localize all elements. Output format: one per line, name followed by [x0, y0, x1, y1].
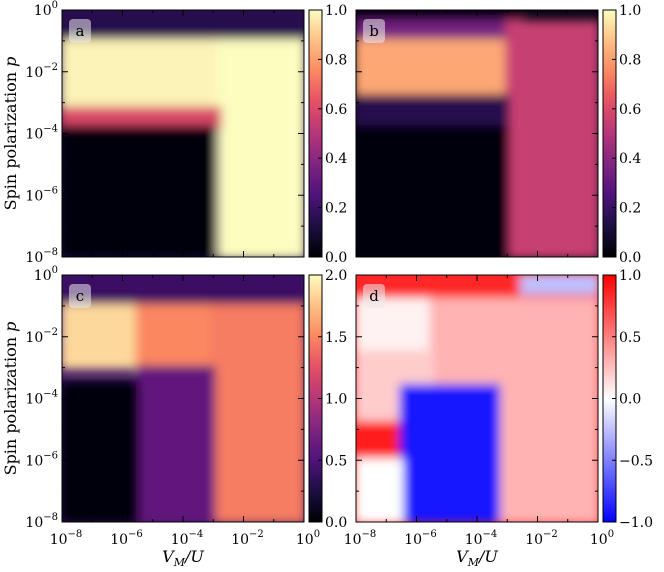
colorbar-tick-label: 1.0	[325, 392, 347, 408]
heatmap-region-2	[356, 38, 510, 99]
heatmap-region-1	[62, 38, 222, 111]
heatmap-region-4	[135, 365, 216, 522]
x-tick-label: 100	[590, 529, 614, 548]
colorbar-tick-label: 0.4	[325, 151, 347, 167]
x-tick-label: 10−8	[50, 529, 83, 548]
x-axis-label: VM/U	[456, 547, 498, 569]
y-tick-label: 10−2	[25, 327, 58, 346]
panel-c: c 100 10−2 10−4 10−6 10−810−8 10−6 10−4 10−2 100 S…	[1, 265, 347, 569]
heatmap-region-3	[211, 303, 304, 522]
y-axis-label: Spin polarization p	[1, 57, 20, 211]
y-tick-label: 10−6	[25, 450, 58, 469]
heatmap-region-5	[356, 125, 510, 257]
x-tick-label: 10−4	[465, 529, 498, 548]
colorbar-tick-label: 0.4	[619, 151, 641, 167]
x-tick-label: 10−2	[231, 529, 264, 548]
colorbar-tick-label: 0.2	[619, 201, 641, 217]
colorbar: 0.0 0.2 0.4 0.6 0.8 1.0	[602, 3, 641, 266]
colorbar-tick-label: 0.6	[325, 102, 347, 118]
panel-label-badge	[363, 19, 385, 43]
y-tick-label: 10−4	[25, 389, 58, 408]
panel-label-badge	[69, 19, 91, 43]
panel-d: d 10−8 10−6 10−4 10−2 100 VM/U 1.0 0.5 0.0 −0.5 −1.…	[344, 268, 653, 569]
colorbar-tick-label: 0.6	[619, 102, 641, 118]
colorbar-tick-label: 0.8	[325, 52, 347, 68]
colorbar-tick-label: 1.0	[619, 3, 641, 19]
colorbar-tick-label: 0.2	[325, 201, 347, 217]
panel-label: b	[369, 22, 379, 40]
heatmap-region-4	[356, 94, 510, 130]
heatmap-region-5	[62, 381, 140, 522]
y-tick-label: 10−4	[25, 124, 58, 143]
colorbar-tick-label: 0.8	[619, 52, 641, 68]
x-axis-label: VM/U	[162, 547, 204, 569]
colorbar: 0.0 0.2 0.4 0.6 0.8 1.0	[308, 3, 347, 266]
heatmap-region-1	[62, 303, 140, 370]
x-tick-label: 10−8	[344, 529, 377, 548]
x-tick-label: 10−4	[171, 529, 204, 548]
colorbar-tick-label: 1.0	[619, 268, 641, 284]
panel-a: a 100 10−2 10−4 10−6 10−8 Spin polarization p 0…	[1, 0, 347, 266]
y-tick-label: 100	[34, 0, 58, 19]
x-tick-label: 10−6	[110, 529, 143, 548]
heatmap-region-1	[356, 20, 525, 43]
y-tick-label: 10−2	[25, 62, 58, 81]
panel-label: a	[76, 22, 85, 40]
colorbar-gradient	[602, 9, 617, 258]
colorbar: 1.0 0.5 0.0 −0.5 −1.0	[602, 268, 653, 531]
heatmap-region-3	[505, 20, 598, 257]
heatmap-region-3	[62, 106, 222, 130]
heatmap-region-1	[520, 275, 598, 296]
panel-label: d	[369, 287, 379, 305]
y-tick-label: 10−6	[25, 185, 58, 204]
colorbar-tick-label: 2.0	[325, 268, 347, 284]
y-tick-label: 10−8	[25, 512, 58, 531]
colorbar-tick-label: 0.0	[325, 250, 347, 266]
y-tick-label: 100	[34, 265, 58, 284]
heatmap-region-7	[356, 458, 404, 522]
colorbar-tick-label: 0.0	[325, 515, 347, 531]
colorbar-tick-label: −1.0	[619, 515, 653, 531]
colorbar-tick-label: 1.0	[325, 3, 347, 19]
colorbar-tick-label: 0.0	[619, 392, 641, 408]
colorbar-tick-label: 0.5	[325, 453, 347, 469]
x-tick-label: 100	[296, 529, 320, 548]
heatmap-region-2	[217, 38, 304, 257]
panel-label-badge	[363, 284, 385, 308]
colorbar: 0.0 0.5 1.0 1.5 2.0	[308, 268, 347, 531]
x-tick-label: 10−6	[404, 529, 437, 548]
panel-label: c	[76, 287, 84, 305]
heatmap-region-2	[135, 303, 216, 370]
heatmap-region-4	[62, 125, 216, 257]
x-tick-label: 10−2	[525, 529, 558, 548]
colorbar-tick-label: 1.5	[325, 330, 347, 346]
colorbar-tick-label: −0.5	[619, 453, 653, 469]
heatmap-region-6	[399, 384, 501, 522]
y-tick-label: 10−8	[25, 247, 58, 266]
colorbar-tick-label: 0.5	[619, 330, 641, 346]
panel-label-badge	[69, 284, 91, 308]
y-axis-label: Spin polarization p	[1, 322, 20, 476]
colorbar-tick-label: 0.0	[619, 250, 641, 266]
panel-b: b 0.0 0.2 0.4 0.6 0.8 1.0	[355, 3, 641, 266]
colorbar-gradient	[308, 9, 323, 258]
